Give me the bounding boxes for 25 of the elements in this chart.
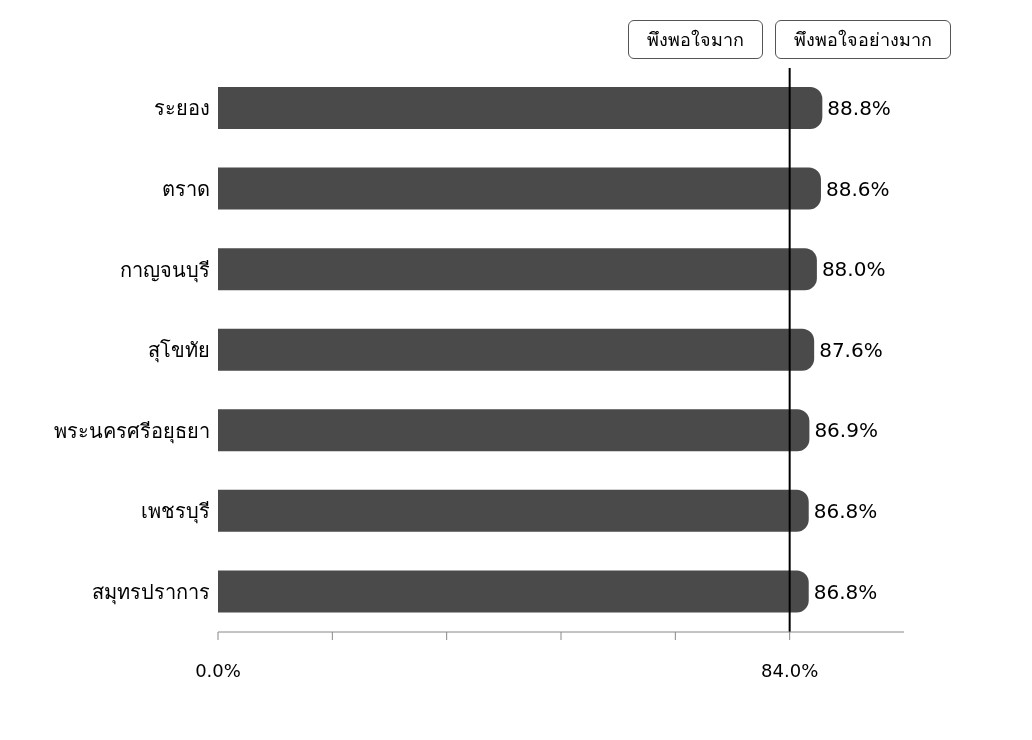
y-tick-label: สมุทรปราการ xyxy=(92,579,210,605)
bar xyxy=(218,167,821,210)
y-tick-label: กาญจนบุรี xyxy=(120,257,210,283)
y-tick-label: ระยอง xyxy=(154,96,210,121)
x-tick-label: 84.0% xyxy=(761,659,819,681)
y-tick-label: ตราด xyxy=(162,176,210,201)
bar xyxy=(218,489,809,532)
data-label: 86.9% xyxy=(814,418,878,443)
bar xyxy=(218,87,823,129)
data-label: 88.0% xyxy=(821,257,886,282)
data-label: 86.8% xyxy=(813,498,878,523)
data-label: 88.8% xyxy=(827,96,891,121)
bar xyxy=(218,328,815,371)
data-label: 87.6% xyxy=(819,337,883,362)
x-tick-label: 0.0% xyxy=(195,659,241,681)
data-label: 88.6% xyxy=(825,176,890,201)
text: พึงพอใจมาก xyxy=(628,20,763,59)
y-tick-label: เพชรบุรี xyxy=(141,499,210,525)
y-tick-label: สุโขทัย xyxy=(148,338,210,364)
bar xyxy=(218,409,810,452)
text: พึงพอใจอย่างมาก xyxy=(775,20,951,59)
y-tick-label: พระนครศรีอยุธยา xyxy=(54,418,210,444)
data-label: 86.8% xyxy=(813,579,878,604)
bar xyxy=(218,248,817,291)
bar xyxy=(218,570,809,613)
